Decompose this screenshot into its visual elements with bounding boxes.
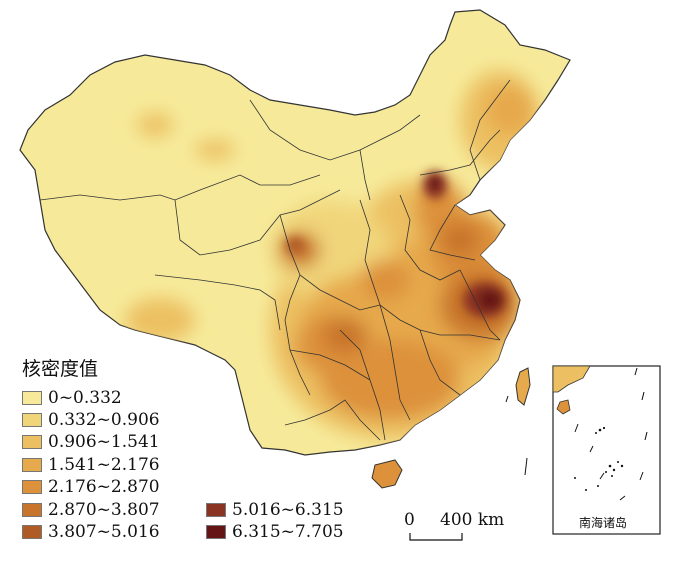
scale-end-label: 400 km: [440, 510, 505, 530]
taiwan-island: [515, 367, 531, 406]
legend-item: 3.807~5.016: [22, 522, 160, 542]
legend-swatch: [206, 503, 226, 517]
legend-swatch: [22, 525, 42, 539]
legend-item: 0.332~0.906: [22, 410, 160, 430]
legend-item: 5.016~6.315: [206, 500, 344, 520]
legend-swatch: [22, 413, 42, 427]
legend-swatch: [22, 435, 42, 449]
legend-label: 0.906~1.541: [48, 432, 160, 452]
legend-swatch: [22, 480, 42, 494]
province-boundaries: [39, 79, 511, 441]
legend-swatch: [22, 391, 42, 405]
legend-item: 0~0.332: [22, 388, 122, 408]
legend-label: 5.016~6.315: [232, 500, 344, 520]
legend-item: 6.315~7.705: [206, 522, 344, 542]
legend-item: 0.906~1.541: [22, 432, 160, 452]
legend-item: 2.176~2.870: [22, 477, 160, 497]
scale-bar: [409, 533, 463, 541]
south-china-sea-inset: [552, 365, 661, 535]
legend-swatch: [22, 503, 42, 517]
scale-start-label: 0: [404, 510, 415, 530]
legend-item: 1.541~2.176: [22, 455, 160, 475]
legend-swatch: [22, 458, 42, 472]
legend-label: 6.315~7.705: [232, 522, 344, 542]
legend-label: 3.807~5.016: [48, 522, 160, 542]
legend-item: 2.870~3.807: [22, 500, 160, 520]
hainan-island: [371, 459, 403, 489]
legend-swatch: [206, 525, 226, 539]
legend-label: 0.332~0.906: [48, 410, 160, 430]
legend-label: 2.176~2.870: [48, 477, 160, 497]
legend-label: 1.541~2.176: [48, 455, 160, 475]
legend-label: 0~0.332: [48, 388, 122, 408]
inset-label: 南海诸岛: [579, 516, 628, 530]
boundary-dashes: [505, 395, 528, 476]
legend-label: 2.870~3.807: [48, 500, 160, 520]
legend-title: 核密度值: [22, 358, 99, 380]
